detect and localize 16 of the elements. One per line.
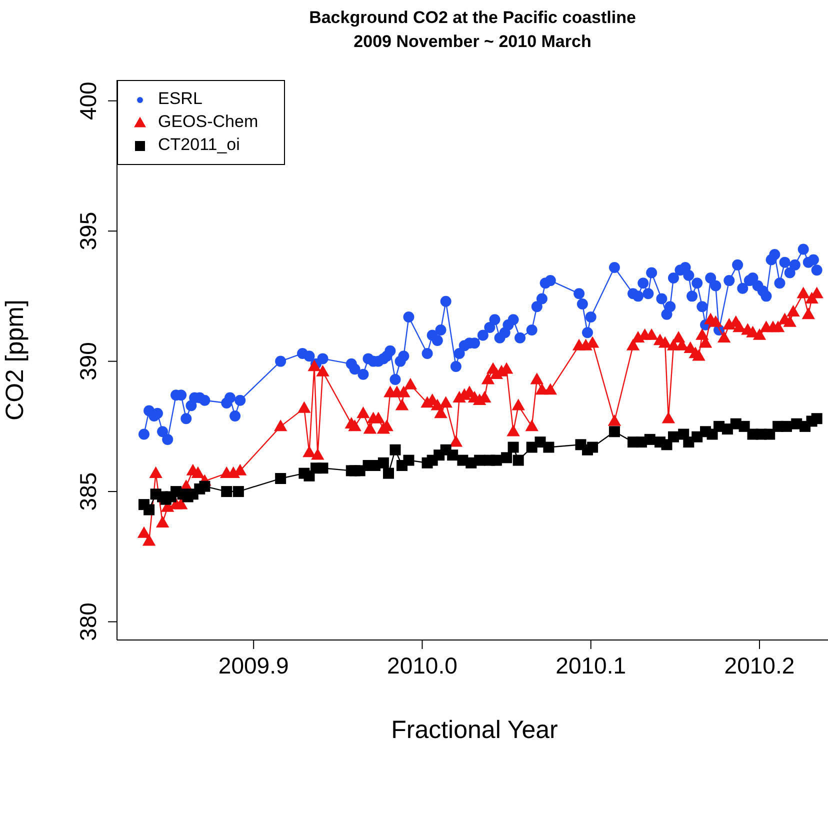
y-tick-label: 395 [75,212,101,250]
legend-label: ESRL [158,88,202,108]
x-axis-title: Fractional Year [391,716,558,744]
x-tick-label: 2009.9 [218,652,289,678]
y-tick-label: 385 [75,472,101,511]
y-tick-label: 380 [75,602,101,641]
x-tick-label: 2010.0 [387,652,458,678]
legend-label: CT2011_oi [158,134,240,154]
legend-label: GEOS-Chem [158,112,258,132]
chart-subtitle: 2009 November ~ 2010 March [352,31,592,53]
y-tick-label: 390 [75,342,101,380]
y-tick-label: 400 [75,82,101,120]
chart-title: Background CO2 at the Pacific coastline [308,7,637,29]
x-tick-label: 2010.2 [724,652,795,678]
y-axis-title: CO2 [ppm] [0,300,29,420]
x-tick-label: 2010.1 [556,652,626,678]
